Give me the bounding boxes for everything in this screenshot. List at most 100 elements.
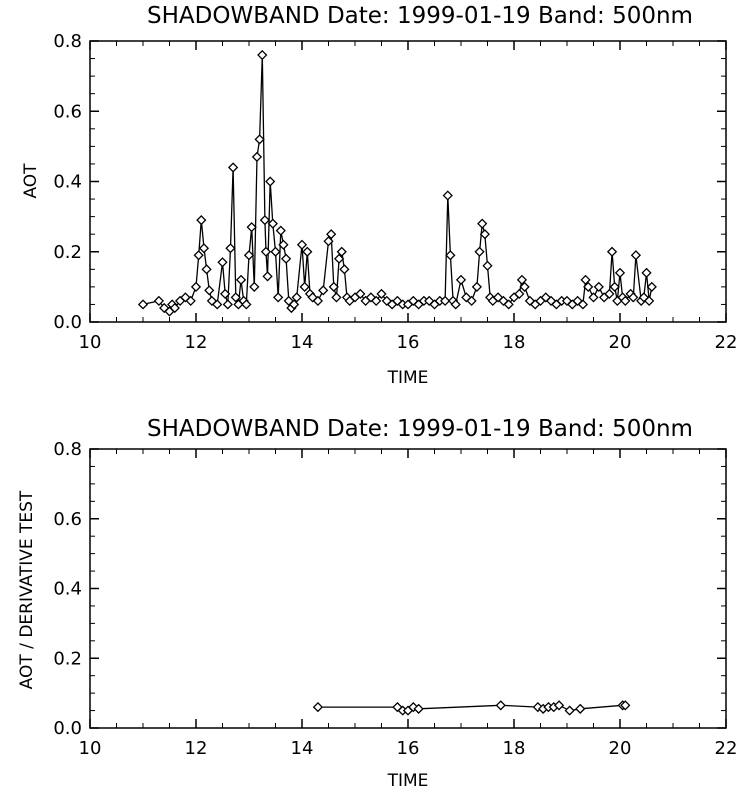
- top-chart-y-axis-label: AOT: [21, 163, 41, 199]
- top-chart-data-point: [641, 267, 652, 278]
- top-chart-x-tick-label: 10: [79, 332, 102, 353]
- top-chart-data-point: [593, 281, 604, 292]
- top-chart-data-point: [291, 292, 302, 303]
- bottom-chart-y-tick-label: 0.8: [53, 439, 82, 460]
- top-chart-data-point: [260, 246, 272, 257]
- top-chart-data-point: [265, 176, 276, 187]
- top-chart-x-tick-label: 14: [291, 332, 314, 353]
- top-chart-data-point: [606, 246, 618, 257]
- bottom-chart-x-tick-label: 20: [609, 738, 632, 759]
- top-chart-data-point: [445, 250, 456, 261]
- bottom-chart-y-tick-label: 0.2: [53, 648, 82, 669]
- bottom-chart-y-ticks: 0.0 0.2 0.4 0.6 0.8: [53, 439, 726, 739]
- top-chart-y-tick-label: 0.2: [53, 242, 82, 263]
- top-chart-data-point: [620, 295, 631, 307]
- top-chart-data-point: [516, 274, 528, 285]
- bottom-chart-x-tick-label: 16: [397, 738, 420, 759]
- top-chart-data-point: [545, 295, 557, 307]
- top-chart-data-point: [519, 281, 530, 292]
- top-chart-data-point: [503, 299, 514, 310]
- bottom-chart-x-axis-label: TIME: [387, 771, 429, 791]
- top-chart-data-point: [267, 218, 278, 229]
- top-chart-data-point: [302, 246, 313, 257]
- top-chart-data-point: [355, 288, 366, 300]
- top-chart-data-point: [137, 299, 149, 310]
- bottom-chart-title: SHADOWBAND Date: 1999-01-19 Band: 500nm: [147, 416, 693, 442]
- bottom-chart-x-tick-label: 10: [79, 738, 102, 759]
- top-chart-data-point: [439, 295, 451, 307]
- top-chart-data-point: [259, 215, 271, 226]
- top-chart-data-point: [222, 299, 233, 310]
- bottom-chart-y-tick-label: 0.0: [53, 718, 82, 739]
- top-chart-data-point: [227, 162, 239, 173]
- top-chart-data-point: [628, 292, 639, 303]
- top-chart-data-point: [583, 281, 594, 292]
- top-chart-y-tick-label: 0.0: [53, 312, 82, 333]
- bottom-chart-x-tick-label: 14: [291, 738, 314, 759]
- top-chart-x-ticks: 10 12 14 16 18 20 22: [79, 41, 738, 353]
- top-chart-data-point: [254, 134, 265, 145]
- top-chart-data-point: [328, 281, 339, 292]
- top-chart-data-point: [243, 250, 255, 261]
- top-chart-data-point: [196, 215, 207, 226]
- top-chart-data-point: [270, 246, 281, 257]
- top-chart-data-point: [588, 292, 599, 303]
- top-chart-data-point: [273, 292, 284, 303]
- bottom-chart-y-axis-label: AOT / DERIVATIVE TEST: [17, 490, 37, 689]
- top-chart-data-point: [246, 222, 257, 233]
- top-chart-x-tick-label: 12: [185, 332, 208, 353]
- top-chart-data-point: [630, 250, 642, 261]
- top-chart-data-point: [280, 253, 292, 264]
- top-chart-data-point: [296, 239, 308, 250]
- bottom-chart-x-tick-label: 22: [715, 738, 738, 759]
- top-chart-data-point: [225, 243, 236, 254]
- top-chart: SHADOWBAND Date: 1999-01-19 Band: 500nm …: [21, 3, 737, 388]
- top-chart-data-point: [204, 285, 215, 296]
- top-chart-x-tick-label: 22: [715, 332, 738, 353]
- top-chart-data-point: [604, 288, 615, 300]
- top-chart-data-point: [169, 302, 180, 314]
- bottom-chart-data-point: [564, 705, 575, 716]
- top-chart-data-point: [455, 274, 467, 285]
- top-chart-data-point: [278, 239, 289, 250]
- top-chart-data-point: [514, 288, 525, 300]
- top-chart-data-point: [371, 295, 382, 307]
- top-chart-y-tick-label: 0.8: [53, 31, 82, 52]
- bottom-chart-series: [312, 700, 631, 716]
- top-chart-data-point: [644, 295, 655, 307]
- top-chart-series: [137, 49, 657, 317]
- top-chart-data-point: [572, 295, 583, 307]
- top-chart-data-point: [333, 253, 345, 264]
- top-chart-y-tick-label: 0.6: [53, 101, 82, 122]
- top-chart-data-point: [318, 285, 329, 296]
- top-chart-data-point: [580, 274, 591, 285]
- top-chart-data-point: [466, 295, 477, 307]
- bottom-chart-x-tick-label: 18: [503, 738, 526, 759]
- top-chart-data-point: [326, 229, 337, 240]
- top-chart-data-point: [193, 250, 204, 261]
- top-chart-data-point: [312, 295, 324, 307]
- top-chart-data-point: [201, 264, 212, 275]
- top-chart-data-point: [299, 281, 310, 292]
- top-chart-data-point: [336, 246, 347, 257]
- bottom-chart-data-point: [495, 700, 506, 711]
- bottom-chart-x-tick-label: 12: [185, 738, 208, 759]
- bottom-chart-plot-frame: [89, 448, 727, 729]
- top-chart-data-point: [331, 292, 342, 303]
- top-chart-data-point: [198, 243, 210, 254]
- bottom-chart-y-tick-label: 0.6: [53, 509, 82, 530]
- top-chart-data-point: [241, 299, 252, 310]
- top-chart-y-tick-label: 0.4: [53, 172, 82, 193]
- top-chart-data-point: [185, 295, 196, 307]
- top-chart-data-point: [609, 281, 620, 292]
- top-chart-data-point: [339, 264, 350, 275]
- top-chart-data-point: [442, 190, 453, 201]
- top-chart-data-point: [477, 218, 488, 229]
- top-chart-data-point: [323, 236, 334, 247]
- top-chart-data-point: [614, 267, 626, 278]
- top-chart-data-point: [646, 281, 657, 292]
- top-chart-title: SHADOWBAND Date: 1999-01-19 Band: 500nm: [147, 3, 693, 29]
- bottom-chart-data-point: [620, 700, 631, 711]
- top-chart-data-point: [217, 257, 228, 268]
